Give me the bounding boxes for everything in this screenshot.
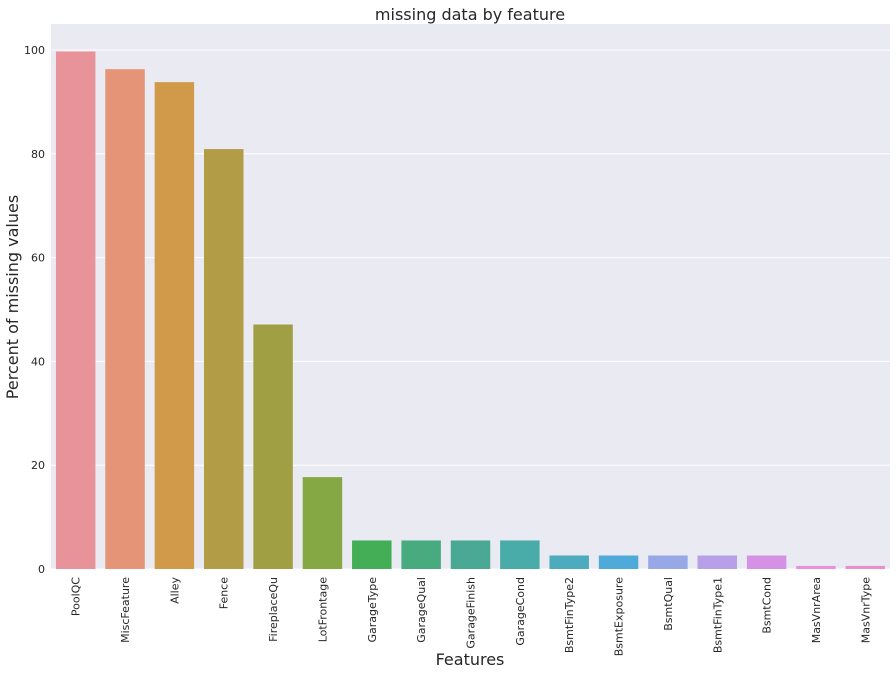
x-tick-label: BsmtFinType2 bbox=[563, 577, 576, 653]
x-tick-label: GarageType bbox=[366, 577, 379, 643]
x-tick-label: BsmtExposure bbox=[613, 577, 626, 656]
bar-garagefinish bbox=[450, 540, 491, 569]
bar-bsmtfintype2 bbox=[549, 555, 589, 569]
bar-garagecond bbox=[500, 540, 540, 569]
y-tick-labels: 0 20 40 60 80 100 bbox=[24, 44, 45, 576]
y-tick-label: 20 bbox=[31, 459, 45, 472]
bar-fence bbox=[203, 149, 244, 570]
x-tick-label: Alley bbox=[168, 577, 181, 604]
bar-garagequal bbox=[401, 540, 441, 569]
x-tick-label: MasVnrArea bbox=[810, 577, 823, 643]
x-tick-label: LotFrontage bbox=[316, 577, 329, 643]
x-tick-label: BsmtQual bbox=[662, 577, 675, 631]
bar-bsmtfintype1 bbox=[697, 555, 738, 569]
bar-bsmtcond bbox=[746, 555, 787, 569]
y-axis-title: Percent of missing values bbox=[3, 195, 22, 399]
y-tick-label: 40 bbox=[31, 355, 45, 368]
x-tick-label: GarageQual bbox=[415, 577, 428, 643]
x-tick-label: MasVnrType bbox=[859, 577, 872, 643]
y-tick-label: 60 bbox=[31, 252, 45, 265]
x-tick-label: FireplaceQu bbox=[267, 577, 280, 642]
bar-lotfrontage bbox=[302, 477, 343, 569]
bar-miscfeature bbox=[105, 69, 145, 570]
x-tick-label: PoolQC bbox=[70, 577, 83, 616]
bar-masvnrtype bbox=[845, 565, 886, 569]
y-tick-label: 0 bbox=[38, 563, 45, 576]
x-tick-label: BsmtFinType1 bbox=[711, 577, 724, 653]
x-tick-label: Fence bbox=[218, 577, 231, 610]
x-tick-label: MiscFeature bbox=[119, 577, 132, 643]
y-tick-label: 100 bbox=[24, 44, 45, 57]
bar-garagetype bbox=[352, 540, 392, 569]
x-tick-label: BsmtCond bbox=[761, 577, 774, 634]
bar-bsmtexposure bbox=[598, 555, 639, 569]
x-tick-label: GarageFinish bbox=[465, 577, 478, 649]
x-axis-title: Features bbox=[436, 650, 505, 669]
x-tick-labels: PoolQC MiscFeature Alley Fence FireplaceQu Lo… bbox=[70, 577, 873, 657]
bars bbox=[55, 51, 886, 570]
x-tick-label: GarageCond bbox=[514, 577, 527, 646]
y-tick-label: 80 bbox=[31, 148, 45, 161]
bar-fireplacequ bbox=[253, 324, 293, 569]
chart-title: missing data by feature bbox=[375, 5, 565, 24]
bar-masvnrarea bbox=[796, 565, 836, 569]
bar-alley bbox=[154, 82, 195, 569]
bar-poolqc bbox=[55, 51, 96, 570]
bar-bsmtqual bbox=[648, 555, 688, 569]
